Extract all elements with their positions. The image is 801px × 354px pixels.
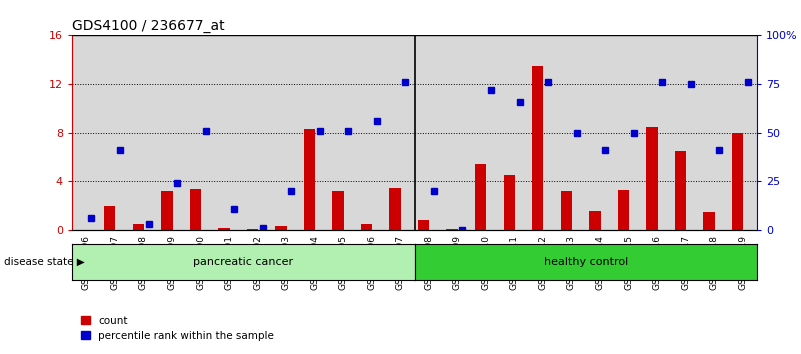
Bar (418, 220, 429, 230)
Bar (190, 189, 201, 230)
Bar (446, 229, 458, 230)
Bar (557, 35, 586, 230)
Bar (386, 35, 414, 230)
Bar (361, 224, 372, 230)
Text: pancreatic cancer: pancreatic cancer (193, 257, 293, 267)
Bar (276, 227, 287, 230)
Bar (646, 127, 658, 230)
Bar (304, 129, 316, 230)
Bar (300, 35, 329, 230)
Bar (133, 224, 144, 230)
Bar (529, 35, 557, 230)
Bar (614, 35, 642, 230)
Bar (215, 35, 244, 230)
Bar (244, 35, 272, 230)
Bar (247, 229, 258, 230)
Bar (586, 35, 614, 230)
Bar (218, 228, 230, 230)
Bar (332, 191, 344, 230)
Bar (590, 211, 601, 230)
Bar (104, 206, 115, 230)
Bar (504, 175, 515, 230)
Bar (414, 35, 443, 230)
Bar (357, 35, 386, 230)
Bar (186, 35, 215, 230)
Bar (161, 191, 172, 230)
Bar (129, 35, 158, 230)
Bar (389, 188, 400, 230)
Bar (101, 35, 129, 230)
Bar (443, 35, 472, 230)
Bar (532, 66, 544, 230)
Bar (703, 212, 714, 230)
Text: disease state ▶: disease state ▶ (4, 257, 85, 267)
Bar (329, 35, 357, 230)
Bar (618, 190, 629, 230)
Bar (72, 35, 101, 230)
Bar (272, 35, 300, 230)
Bar (642, 35, 671, 230)
Bar (674, 151, 686, 230)
Bar (500, 35, 529, 230)
Bar (671, 35, 700, 230)
Text: GDS4100 / 236677_at: GDS4100 / 236677_at (72, 19, 225, 33)
Bar (732, 133, 743, 230)
Bar (472, 35, 500, 230)
Bar (475, 164, 486, 230)
Legend: count, percentile rank within the sample: count, percentile rank within the sample (78, 312, 278, 345)
Bar (700, 35, 728, 230)
Bar (728, 35, 757, 230)
Text: healthy control: healthy control (544, 257, 628, 267)
Bar (158, 35, 186, 230)
Bar (561, 191, 572, 230)
